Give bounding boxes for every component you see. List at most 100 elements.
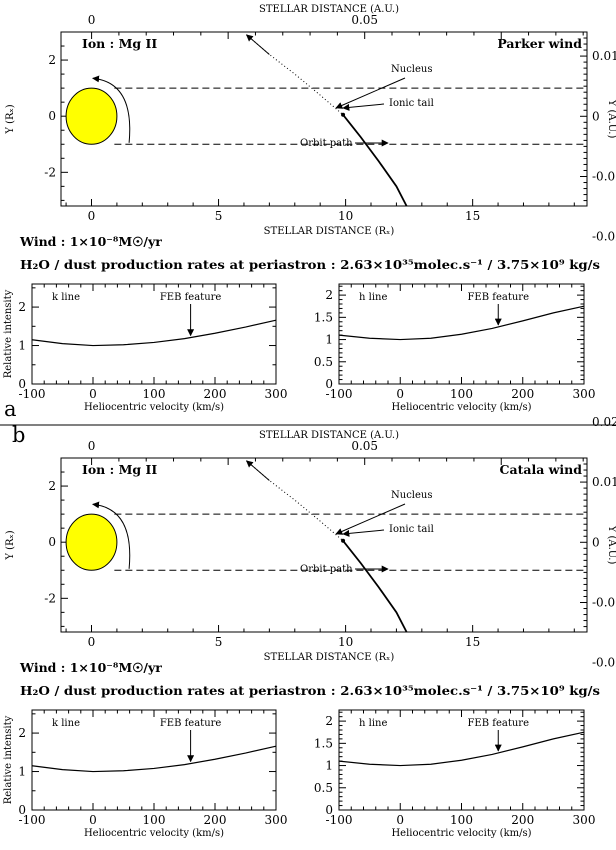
right-tick-label: -0.01: [592, 595, 616, 609]
k-line-feature-label: FEB feature: [160, 292, 222, 303]
ionic-tail-annotation: Ionic tail: [389, 524, 434, 535]
wind-model-label: Catala wind: [500, 462, 583, 477]
h-line-y-tick-label: 0: [325, 377, 333, 391]
ion-label: Ion : Mg II: [82, 462, 157, 477]
h-line-x-tick-label: 100: [450, 813, 473, 827]
left-tick-label: -2: [44, 591, 56, 605]
wind-header: Wind : 1×10⁻⁸M☉/yr: [19, 234, 162, 249]
bottom-tick-label: 15: [465, 635, 480, 649]
h-line-x-tick-label: 0: [396, 813, 404, 827]
k-line-y-axis-label: Relative intensity: [3, 715, 14, 804]
k-line-y-tick-label: 1: [18, 339, 26, 353]
right-tick-label: 0.01: [592, 475, 616, 489]
k-line-label: k line: [52, 292, 80, 303]
right-tick-label: -0.02: [592, 230, 616, 244]
orbit-direction-arrow: [245, 34, 270, 55]
h-line-y-tick-label: 1: [325, 333, 333, 347]
nucleus-annotation: Nucleus: [391, 490, 432, 501]
top-tick-label: 0: [88, 439, 96, 453]
ionic-tail-annotation: Ionic tail: [389, 98, 434, 109]
h-line-y-tick-label: 0.5: [314, 781, 333, 795]
orbit-path-annotation: Orbit path: [300, 564, 353, 575]
rotation-arrow: [92, 501, 131, 569]
top-tick-label: 0: [88, 13, 96, 27]
right-axis-label: Y (A.U.): [606, 525, 616, 565]
bottom-axis-label: STELLAR DISTANCE (Rₓ): [264, 226, 395, 237]
star: [65, 87, 118, 145]
h-line-y-tick-label: 0: [325, 803, 333, 817]
orbit-direction-arrow: [245, 460, 270, 481]
k-line-x-tick-label: 300: [265, 813, 288, 827]
right-axis-label: Y (A.U.): [606, 99, 616, 139]
orbit-path-annotation: Orbit path: [300, 138, 353, 149]
nucleus-annotation: Nucleus: [391, 64, 432, 75]
bottom-tick-label: 10: [338, 635, 353, 649]
h-line-spectrum-curve: [338, 731, 585, 767]
h-line-feature-label: FEB feature: [467, 292, 529, 303]
k-line-y-tick-label: 0: [18, 377, 26, 391]
left-tick-label: 0: [48, 535, 56, 549]
h-line-y-tick-label: 2: [325, 714, 333, 728]
nucleus-arrow: [335, 503, 406, 535]
k-line-x-tick-label: 100: [143, 813, 166, 827]
bottom-tick-label: 5: [215, 635, 223, 649]
top-axis-label: STELLAR DISTANCE (A.U.): [259, 4, 399, 15]
top-tick-label: 0.05: [351, 13, 378, 27]
k-line-y-tick-label: 2: [18, 300, 26, 314]
h-line-label: h line: [359, 718, 387, 729]
h-line-x-tick-label: -100: [326, 813, 353, 827]
h-line-label: h line: [359, 292, 387, 303]
right-tick-label: 0: [592, 109, 600, 123]
bottom-axis-label: STELLAR DISTANCE (Rₓ): [264, 652, 395, 663]
k-line-x-tick-label: 200: [204, 813, 227, 827]
k-line-x-tick-label: 0: [89, 387, 97, 401]
bottom-tick-label: 0: [88, 635, 96, 649]
h-line-x-tick-label: -100: [326, 387, 353, 401]
orbit-outgoing-solid: [342, 540, 408, 633]
nucleus-point: [341, 112, 346, 117]
wind-header: Wind : 1×10⁻⁸M☉/yr: [19, 660, 162, 675]
nucleus-arrow: [335, 77, 406, 109]
orbit-incoming-dotted: [246, 460, 344, 542]
h-line-y-tick-label: 1: [325, 759, 333, 773]
right-tick-label: 0.02: [592, 415, 616, 429]
h-line-x-tick-label: 0: [396, 387, 404, 401]
k-line-y-axis-label: Relative intensity: [3, 289, 14, 378]
rotation-arrow: [92, 75, 131, 143]
h-line-spectrum-curve: [338, 305, 585, 341]
h-line-x-tick-label: 100: [450, 387, 473, 401]
orbit-incoming-dotted: [246, 34, 344, 116]
ionic-tail-arrow: [342, 529, 385, 537]
production-header: H₂O / dust production rates at periastro…: [20, 257, 600, 272]
orbit-plot-frame: [60, 457, 588, 633]
right-tick-label: 0: [592, 535, 600, 549]
right-tick-label: 0.01: [592, 49, 616, 63]
top-axis-label: STELLAR DISTANCE (A.U.): [259, 430, 399, 441]
h-line-y-tick-label: 2: [325, 288, 333, 302]
wind-model-label: Parker wind: [497, 36, 582, 51]
left-tick-label: 0: [48, 109, 56, 123]
k-line-x-tick-label: -100: [19, 387, 46, 401]
h-line-feature-label: FEB feature: [467, 718, 529, 729]
right-tick-label: 0.02: [592, 0, 616, 3]
bottom-tick-label: 10: [338, 209, 353, 223]
left-axis-label: Y (Rₓ): [5, 104, 16, 134]
h-line-y-tick-label: 0.5: [314, 355, 333, 369]
bottom-tick-label: 15: [465, 209, 480, 223]
production-header: H₂O / dust production rates at periastro…: [20, 683, 600, 698]
panel-letter-a: a: [4, 397, 17, 421]
left-tick-label: 2: [48, 53, 56, 67]
orbit-plot-frame: [60, 31, 588, 207]
k-line-x-tick-label: 0: [89, 813, 97, 827]
top-tick-label: 0.05: [351, 439, 378, 453]
left-tick-label: -2: [44, 165, 56, 179]
right-tick-label: -0.01: [592, 169, 616, 183]
h-line-y-tick-label: 1.5: [314, 736, 333, 750]
k-line-x-axis-label: Heliocentric velocity (km/s): [84, 402, 224, 413]
h-line-x-tick-label: 200: [511, 813, 534, 827]
k-line-feature-label: FEB feature: [160, 718, 222, 729]
h-line-x-axis-label: Heliocentric velocity (km/s): [391, 402, 531, 413]
orbit-outgoing-solid: [342, 114, 408, 207]
